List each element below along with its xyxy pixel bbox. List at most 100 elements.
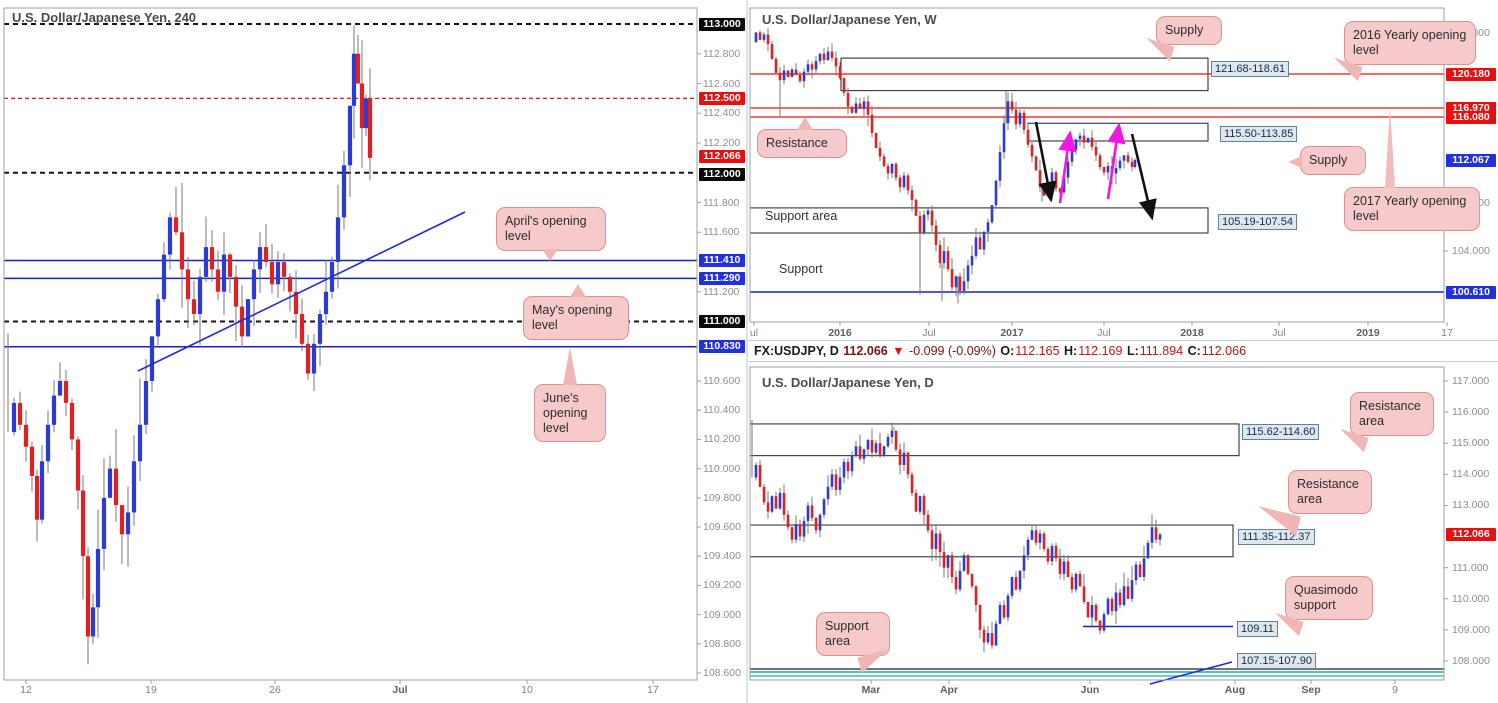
daily-ytick-116.000: 116.000	[1452, 406, 1490, 419]
daily-zone-box-0[interactable]	[749, 423, 1240, 457]
h4-ytick-109.200: 109.200	[703, 579, 741, 592]
weekly-support-text[interactable]: Support	[779, 262, 823, 276]
callout-tail	[569, 284, 586, 297]
callout-may-opening[interactable]: May's opening level	[523, 284, 629, 340]
daily-ytick-110.000: 110.000	[1452, 592, 1490, 605]
weekly-price-badge-100.610: 100.610	[1446, 285, 1496, 299]
callout-june-opening[interactable]: June's opening level	[534, 347, 606, 443]
chip-weekly-supply-upper[interactable]: 121.68-118.61	[1211, 61, 1290, 77]
h4-candles	[7, 25, 373, 665]
ticker-segment-0[interactable]: FX:USDJPY, D	[754, 344, 839, 358]
ticker-segment-3: -0.099 (-0.09%)	[905, 344, 996, 358]
h4-xtick-Jul: Jul	[392, 684, 408, 696]
callout-daily-quasimodo-support[interactable]: Quasimodo support	[1270, 576, 1373, 636]
weekly-xtick-Jul: Jul	[922, 327, 936, 339]
callout-tail	[796, 117, 813, 130]
weekly-ytick-104.000: 104.000	[1452, 245, 1490, 257]
ticker-segment-4: O:	[996, 344, 1015, 358]
h4-ytick-112.800: 112.800	[703, 47, 741, 60]
weekly-xtick-2016: 2016	[828, 327, 852, 339]
callout-april-opening[interactable]: April's opening level	[496, 207, 606, 261]
weekly-price-badge-116.080: 116.080	[1446, 110, 1496, 124]
callout-text: Resistance	[766, 136, 828, 150]
callout-text: Resistance area	[1359, 399, 1421, 428]
callout-text: 2016 Yearly opening level	[1353, 28, 1467, 57]
weekly-chart-title: U.S. Dollar/Japanese Yen, W	[762, 12, 937, 27]
daily-plot-frame	[749, 366, 1445, 681]
h4-price-badge-113.000: 113.000	[699, 17, 745, 31]
weekly-arrow-0[interactable]	[1034, 121, 1057, 203]
h4-chart-group	[3, 7, 701, 684]
ticker-segment-5: 112.165	[1015, 344, 1060, 358]
h4-ytick-110.000: 110.000	[703, 462, 741, 475]
h4-price-badge-111.000: 111.000	[699, 315, 745, 328]
weekly-arrow-3[interactable]	[1130, 133, 1157, 221]
h4-ytick-110.200: 110.200	[703, 433, 741, 446]
ticker-segment-11: 112.066	[1201, 344, 1247, 358]
callout-tail	[1385, 107, 1395, 188]
callout-weekly-resistance[interactable]: Resistance	[757, 117, 847, 158]
weekly-chart-group	[749, 7, 1448, 326]
h4-xtick-17: 17	[647, 684, 659, 696]
chip-weekly-supply-lower[interactable]: 115.50-113.85	[1220, 126, 1298, 142]
daily-price-badge-112.066: 112.066	[1446, 528, 1496, 541]
h4-ytick-110.400: 110.400	[703, 404, 741, 417]
callout-weekly-supply-top[interactable]: Supply	[1141, 16, 1222, 62]
daily-xtick-Aug: Aug	[1224, 684, 1246, 696]
chip-daily-support[interactable]: 107.15-107.90	[1237, 653, 1316, 669]
weekly-arrow-1[interactable]	[1058, 130, 1077, 204]
chip-daily-resistance-upper[interactable]: 115.62-114.60	[1242, 424, 1320, 440]
daily-zone-box-1[interactable]	[749, 524, 1234, 558]
daily-xtick-Jun: Jun	[1080, 684, 1100, 696]
ticker-segment-6: H:	[1060, 344, 1078, 358]
callout-weekly-2016-open[interactable]: 2016 Yearly opening level	[1329, 21, 1476, 81]
h4-chart-panel[interactable]	[0, 0, 746, 703]
callout-daily-resistance-area-1[interactable]: Resistance area	[1335, 392, 1434, 452]
callout-text: Supply	[1309, 153, 1348, 167]
callout-daily-support-area[interactable]: Support area	[816, 612, 893, 673]
daily-xtick-Sep: Sep	[1301, 684, 1321, 696]
daily-chart-group	[749, 366, 1448, 685]
h4-ytick-112.200: 112.200	[703, 137, 741, 149]
callout-text: Resistance area	[1297, 477, 1359, 506]
h4-plot-frame	[3, 7, 698, 681]
ticker-segment-7: 112.169	[1078, 344, 1123, 358]
callout-tail	[542, 248, 559, 261]
daily-ytick-109.000: 109.000	[1452, 623, 1490, 636]
h4-price-badge-111.290: 111.290	[699, 271, 745, 285]
callout-text: May's opening level	[532, 303, 613, 332]
callout-daily-resistance-area-2[interactable]: Resistance area	[1253, 470, 1372, 536]
h4-ytick-111.600: 111.600	[703, 226, 740, 239]
chip-daily-resistance-lower[interactable]: 111.35-112.37	[1238, 529, 1315, 545]
weekly-xtick-2017: 2017	[1000, 327, 1024, 339]
h4-trendline-0[interactable]	[137, 211, 466, 372]
h4-chart-title: U.S. Dollar/Japanese Yen, 240	[12, 10, 197, 25]
callout-text: Supply	[1165, 23, 1204, 37]
h4-price-badge-112.000: 112.000	[699, 167, 745, 181]
weekly-xtick-Jul: Jul	[1097, 327, 1111, 339]
daily-candles	[751, 419, 1162, 653]
daily-ytick-114.000: 114.000	[1452, 468, 1490, 481]
callout-weekly-2017-open[interactable]: 2017 Yearly opening level	[1344, 107, 1480, 231]
h4-ytick-109.000: 109.000	[703, 608, 741, 621]
h4-price-badge-112.500: 112.500	[699, 91, 745, 105]
weekly-support-area-text[interactable]: Support area	[765, 209, 838, 223]
daily-xtick-Mar: Mar	[861, 684, 881, 696]
h4-ytick-111.800: 111.800	[703, 196, 740, 209]
h4-ytick-108.800: 108.800	[703, 637, 741, 650]
daily-trendline-0[interactable]	[1149, 661, 1233, 685]
daily-ytick-111.000: 111.000	[1452, 561, 1489, 574]
daily-ytick-113.000: 113.000	[1452, 499, 1490, 512]
symbol-info-bar[interactable]: FX:USDJPY, D 112.066 ▼ -0.099 (-0.09%) O…	[748, 340, 1498, 362]
chip-weekly-support-area[interactable]: 105.19-107.54	[1218, 214, 1297, 230]
h4-xtick-12: 12	[20, 684, 32, 696]
weekly-price-badge-112.067: 112.067	[1446, 153, 1496, 167]
callout-text: April's opening level	[505, 214, 587, 243]
weekly-arrow-2[interactable]	[1106, 122, 1126, 200]
callout-weekly-supply-mid[interactable]: Supply	[1288, 146, 1366, 175]
callout-tail	[563, 347, 577, 385]
h4-price-badge-110.830: 110.830	[699, 340, 745, 354]
chip-daily-quasimodo[interactable]: 109.11	[1237, 621, 1278, 637]
weekly-xtick-Jul: Jul	[1272, 327, 1286, 339]
